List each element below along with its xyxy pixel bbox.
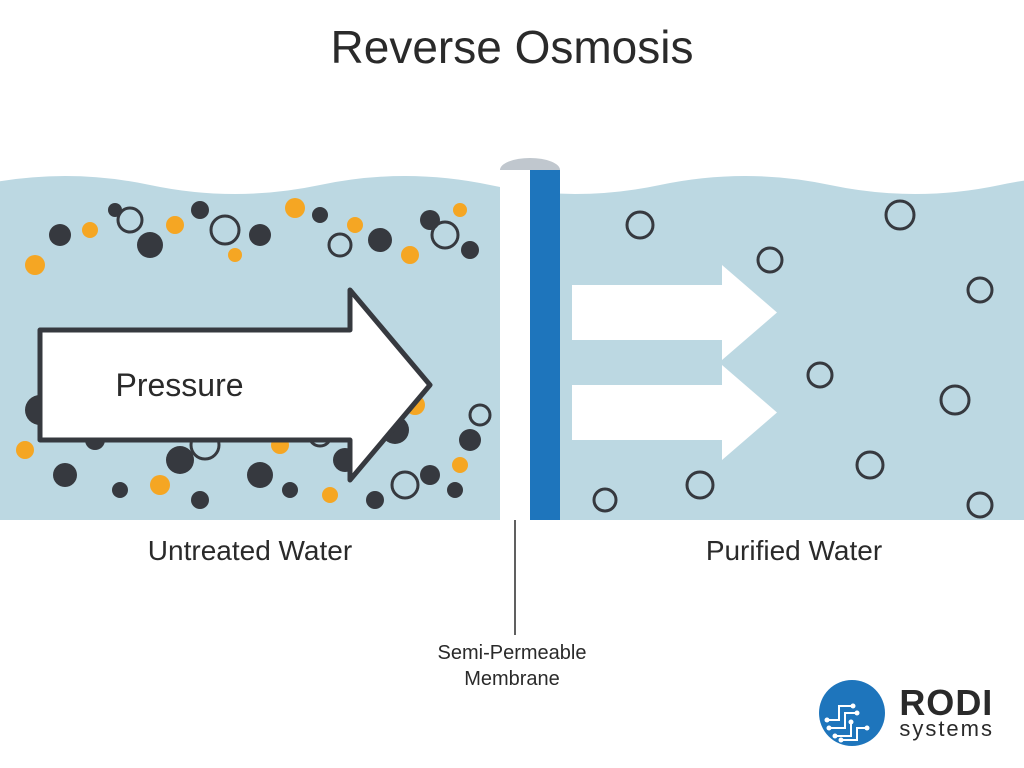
logo-main-text: RODI: [899, 687, 994, 719]
logo-sub-text: systems: [899, 719, 994, 739]
osmosis-diagram: Pressure: [0, 140, 1024, 520]
rodi-logo: RODI systems: [817, 678, 994, 748]
rodi-logo-icon: [817, 678, 887, 748]
page-title: Reverse Osmosis: [0, 20, 1024, 74]
purified-water-label: Purified Water: [564, 535, 1024, 567]
svg-text:Pressure: Pressure: [115, 367, 243, 403]
untreated-water-label: Untreated Water: [0, 535, 500, 567]
